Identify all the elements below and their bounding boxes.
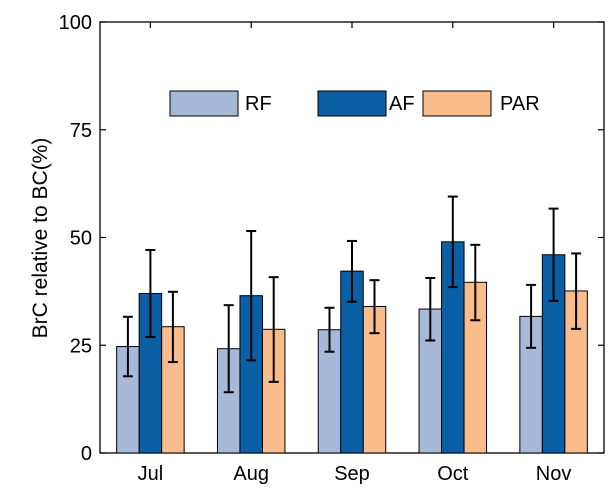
legend-swatch-af	[317, 90, 387, 117]
x-tick-label: Jul	[138, 463, 164, 485]
legend-label-af: AF	[389, 93, 415, 115]
y-tick-label: 75	[70, 120, 92, 142]
plot-area: 0 25 50 75 100 Jul Aug Sep Oct Nov RF AF PAR	[59, 12, 605, 485]
y-tick-label: 50	[70, 228, 92, 250]
legend-label-rf: RF	[245, 93, 272, 115]
legend-swatch-rf	[169, 90, 239, 117]
x-tick-label: Oct	[437, 463, 469, 485]
legend-label-par: PAR	[500, 93, 540, 115]
legend-swatch-par	[422, 90, 492, 117]
y-axis-label: BrC relative to BC(%)	[29, 138, 52, 339]
y-tick-label: 0	[81, 443, 92, 465]
x-tick-label: Nov	[536, 463, 572, 485]
y-tick-label: 100	[59, 12, 92, 34]
x-tick-label: Sep	[334, 463, 370, 485]
x-tick-label: Aug	[233, 463, 269, 485]
y-tick-label: 25	[70, 335, 92, 357]
